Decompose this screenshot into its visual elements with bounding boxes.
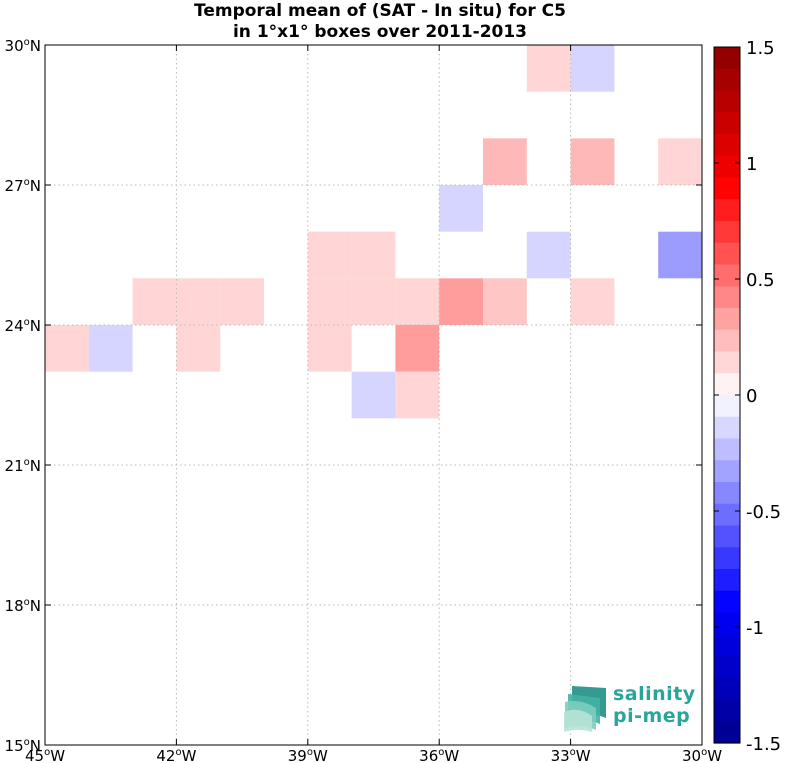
colorbar-segment xyxy=(714,351,740,374)
lon-tick-label: 30oW xyxy=(682,747,722,763)
colorbar-tick-label: 1 xyxy=(746,154,757,175)
colorbar-segment xyxy=(714,677,740,701)
colorbar-segment xyxy=(714,547,740,570)
colorbar-segment xyxy=(714,569,740,592)
data-cell xyxy=(395,325,440,372)
data-cell xyxy=(88,325,133,372)
colorbar-segment xyxy=(714,242,740,266)
salinity-pi-mep-logo-icon xyxy=(564,686,606,732)
colorbar-segment xyxy=(714,503,740,527)
colorbar-segment xyxy=(714,373,740,396)
logo-text-pi-mep: pi-mep xyxy=(613,705,691,727)
data-cell xyxy=(351,278,396,325)
colorbar-tick-label: 0.5 xyxy=(746,270,775,291)
logo-text-salinity: salinity xyxy=(613,683,696,705)
lon-tick-label: 42oW xyxy=(156,747,196,763)
colorbar-segment xyxy=(714,264,740,287)
data-cell xyxy=(570,278,615,325)
lat-tick-label: 27oN xyxy=(5,177,41,195)
colorbar-segment xyxy=(714,590,740,614)
data-cell xyxy=(439,185,483,232)
colorbar-segment xyxy=(714,134,740,157)
colorbar-segment xyxy=(714,221,740,244)
lat-tick-label: 21oN xyxy=(5,457,41,475)
data-cell xyxy=(570,138,615,185)
data-cell xyxy=(570,45,615,92)
colorbar-segment xyxy=(714,286,740,309)
data-cell xyxy=(307,325,352,372)
map-title-line-2: in 1°x1° boxes over 2011-2013 xyxy=(232,22,528,42)
data-cell xyxy=(526,45,571,92)
map-title-line-1: Temporal mean of (SAT - In situ) for C5 xyxy=(194,1,566,21)
lat-tick-label: 15oN xyxy=(5,737,41,755)
colorbar-tick-label: -1 xyxy=(746,618,764,639)
colorbar-tick-label: -0.5 xyxy=(746,502,781,523)
colorbar-segment xyxy=(714,199,740,222)
data-cell xyxy=(351,231,396,279)
lon-tick-label: 39oW xyxy=(288,747,328,763)
data-cell xyxy=(483,278,527,325)
colorbar-segment xyxy=(714,308,740,331)
colorbar-segment xyxy=(714,634,740,657)
lat-tick-label: 18oN xyxy=(5,597,41,615)
lat-tick-label: 30oN xyxy=(5,37,41,55)
data-cell xyxy=(439,278,483,325)
colorbar-segment xyxy=(714,416,740,440)
colorbar-tick-label: 1.5 xyxy=(746,38,775,59)
colorbar-segment xyxy=(714,699,740,722)
colorbar-segment xyxy=(714,721,740,744)
colorbar-tick-label: -1.5 xyxy=(746,734,781,755)
colorbar-segment xyxy=(714,68,740,92)
data-cell xyxy=(220,278,264,325)
data-cell xyxy=(658,231,702,279)
map-frame xyxy=(44,44,703,746)
lon-tick-label: 36oW xyxy=(419,747,459,763)
data-cell xyxy=(307,278,352,325)
data-cell xyxy=(395,371,440,419)
colorbar-segment xyxy=(714,329,740,353)
data-cell xyxy=(45,325,89,372)
lon-tick-label: 45oW xyxy=(25,747,65,763)
data-cell xyxy=(658,138,702,185)
colorbar-segment xyxy=(714,395,740,418)
data-cell xyxy=(176,278,221,325)
data-cell xyxy=(176,325,221,372)
data-cell xyxy=(395,278,440,325)
colorbar-segment xyxy=(714,177,740,200)
colorbar-segment xyxy=(714,656,740,679)
lon-tick-label: 33oW xyxy=(551,747,591,763)
colorbar-segment xyxy=(714,460,740,483)
lat-tick-label: 24oN xyxy=(5,317,41,335)
data-cell xyxy=(351,371,396,419)
data-cell xyxy=(132,278,177,325)
colorbar-segment xyxy=(714,47,740,70)
colorbar-segment xyxy=(714,155,740,179)
data-cell xyxy=(307,231,352,279)
colorbar-tick-label: 0 xyxy=(746,386,757,407)
data-cell xyxy=(526,231,571,279)
colorbar-segment xyxy=(714,612,740,635)
colorbar-segment xyxy=(714,438,740,461)
data-cell xyxy=(483,138,527,185)
colorbar-segment xyxy=(714,90,740,113)
colorbar-segment xyxy=(714,525,740,548)
logo-wave-shape xyxy=(564,709,592,732)
colorbar-segment xyxy=(714,112,740,135)
colorbar-segment xyxy=(714,482,740,505)
